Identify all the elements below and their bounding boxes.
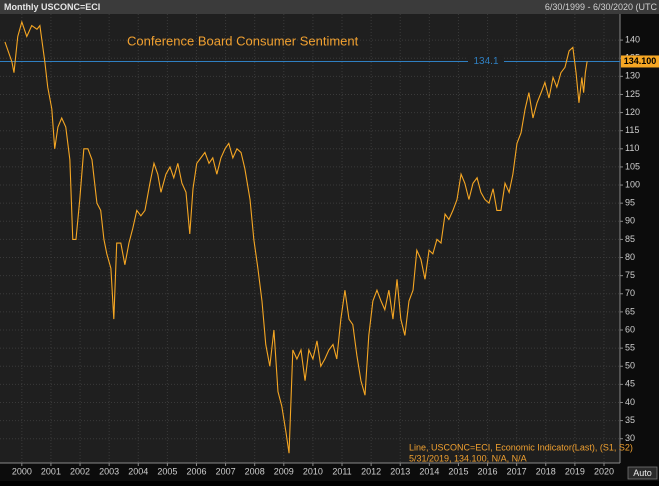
x-tick-label: 2004 bbox=[128, 466, 148, 476]
y-tick-label: 80 bbox=[625, 252, 635, 262]
x-tick-label: 2002 bbox=[70, 466, 90, 476]
x-tick-label: 2008 bbox=[245, 466, 265, 476]
legend-text: Line, USCONC=ECI, Economic Indicator(Las… bbox=[409, 442, 633, 452]
y-tick-label: 55 bbox=[625, 342, 635, 352]
last-value-label: 134.100 bbox=[624, 56, 657, 66]
y-tick-label: 105 bbox=[625, 161, 640, 171]
legend-text: 5/31/2019, 134.100, N/A, N/A bbox=[409, 453, 527, 463]
x-tick-label: 2019 bbox=[565, 466, 585, 476]
y-tick-label: 70 bbox=[625, 288, 635, 298]
y-tick-label: 140 bbox=[625, 34, 640, 44]
x-tick-label: 2005 bbox=[157, 466, 177, 476]
x-tick-label: 2009 bbox=[274, 466, 294, 476]
y-tick-label: 100 bbox=[625, 179, 640, 189]
chart-title: Conference Board Consumer Sentiment bbox=[127, 33, 359, 48]
y-tick-label: 125 bbox=[625, 89, 640, 99]
x-tick-label: 2012 bbox=[361, 466, 381, 476]
header-range: 6/30/1999 - 6/30/2020 (UTC bbox=[545, 2, 658, 12]
reference-label: 134.1 bbox=[473, 56, 498, 67]
x-tick-label: 2000 bbox=[12, 466, 32, 476]
y-tick-label: 90 bbox=[625, 216, 635, 226]
auto-button-label: Auto bbox=[633, 468, 652, 478]
y-tick-label: 50 bbox=[625, 361, 635, 371]
y-tick-label: 40 bbox=[625, 397, 635, 407]
x-tick-label: 2001 bbox=[41, 466, 61, 476]
y-tick-label: 110 bbox=[625, 143, 639, 153]
plot-area bbox=[0, 14, 620, 463]
y-tick-label: 30 bbox=[625, 433, 635, 443]
y-tick-label: 60 bbox=[625, 324, 635, 334]
x-tick-label: 2017 bbox=[507, 466, 527, 476]
reference-label-bg bbox=[468, 55, 504, 68]
last-value-box bbox=[621, 55, 659, 68]
y-tick-label: 65 bbox=[625, 306, 635, 316]
x-tick-label: 2013 bbox=[390, 466, 410, 476]
y-tick-label: 130 bbox=[625, 71, 640, 81]
x-tick-label: 2014 bbox=[419, 466, 439, 476]
x-tick-label: 2015 bbox=[448, 466, 468, 476]
header-title: Monthly USCONC=ECI bbox=[4, 2, 100, 12]
x-tick-label: 2007 bbox=[216, 466, 236, 476]
y-tick-label: 95 bbox=[625, 198, 635, 208]
y-tick-label: 85 bbox=[625, 234, 635, 244]
x-tick-label: 2018 bbox=[536, 466, 556, 476]
x-tick-label: 2003 bbox=[99, 466, 119, 476]
data-line bbox=[4, 20, 588, 454]
x-tick-label: 2020 bbox=[594, 466, 614, 476]
y-tick-label: 45 bbox=[625, 379, 635, 389]
y-tick-label: 35 bbox=[625, 415, 635, 425]
x-tick-label: 2016 bbox=[478, 466, 498, 476]
x-tick-label: 2006 bbox=[186, 466, 206, 476]
y-tick-label: 120 bbox=[625, 107, 640, 117]
x-tick-label: 2010 bbox=[303, 466, 323, 476]
y-tick-label: 75 bbox=[625, 270, 635, 280]
auto-button[interactable] bbox=[627, 466, 658, 480]
y-tick-label: 115 bbox=[625, 125, 639, 135]
header-bar bbox=[0, 0, 659, 14]
x-tick-label: 2011 bbox=[332, 466, 351, 476]
